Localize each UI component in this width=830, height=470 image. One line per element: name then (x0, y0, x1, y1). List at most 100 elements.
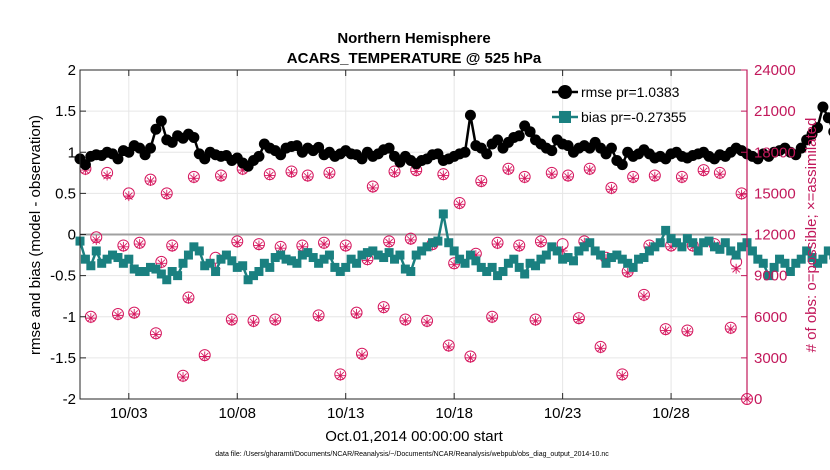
obs-assimilated-star (530, 315, 541, 326)
bias-point (737, 242, 747, 252)
chart-title: Northern Hemisphere (337, 30, 490, 47)
bias-point (639, 253, 649, 263)
obs-assimilated-star (134, 239, 145, 250)
obs-assimilated-star (367, 182, 378, 193)
obs-assimilated-marker (118, 241, 129, 252)
obs-assimilated-marker (649, 171, 660, 182)
obs-assimilated-star (714, 169, 725, 180)
bias-point (460, 258, 470, 268)
y-tick-label: -2 (63, 391, 76, 408)
obs-assimilated-marker (85, 313, 96, 324)
bias-point (482, 267, 492, 277)
obs-assimilated-marker (112, 310, 123, 321)
rmse-point (616, 159, 628, 171)
obs-assimilated-marker (356, 350, 367, 361)
bias-point (384, 248, 394, 258)
obs-assimilated-marker (519, 173, 530, 184)
bias-point (276, 250, 286, 260)
y2-tick-label: 15000 (754, 185, 796, 202)
obs-assimilated-marker (324, 169, 335, 180)
bias-point (487, 262, 497, 272)
bias-point (390, 254, 400, 264)
obs-assimilated-marker (573, 314, 584, 325)
bias-point (189, 242, 199, 252)
rmse-point (253, 150, 265, 162)
bias-point (585, 238, 595, 248)
bias-point (216, 254, 226, 264)
obs-assimilated-marker (167, 241, 178, 252)
obs-assimilated-star (102, 170, 113, 181)
obs-assimilated-marker (199, 351, 210, 362)
obs-assimilated-star (112, 310, 123, 321)
bias-point (509, 254, 519, 264)
obs-assimilated-marker (275, 243, 286, 254)
obs-assimilated-star (384, 237, 395, 248)
obs-assimilated-marker (264, 170, 275, 181)
obs-assimilated-star (443, 341, 454, 352)
bias-point (471, 256, 481, 266)
obs-assimilated-star (215, 171, 226, 182)
obs-assimilated-star (400, 315, 411, 326)
obs-assimilated-star (736, 189, 747, 200)
bias-point (411, 250, 421, 260)
obs-assimilated-marker (297, 241, 308, 252)
bias-point (650, 242, 660, 252)
rmse-point (144, 142, 156, 154)
obs-assimilated-marker (248, 317, 259, 328)
obs-assimilated-star (91, 234, 102, 245)
obs-assimilated-marker (405, 234, 416, 245)
obs-assimilated-star (584, 165, 595, 176)
bias-point (628, 262, 638, 272)
bias-point (259, 258, 269, 268)
bias-point (802, 246, 812, 256)
obs-assimilated-star (606, 184, 617, 195)
bias-point (747, 246, 757, 256)
bias-point (769, 262, 779, 272)
x-tick-label: 10/08 (218, 405, 256, 422)
bias-point (807, 253, 817, 263)
bias-point (379, 253, 389, 263)
bias-point (319, 254, 329, 264)
obs-assimilated-star (335, 370, 346, 381)
obs-assimilated-marker (736, 189, 747, 200)
obs-assimilated-marker (422, 317, 433, 328)
obs-assimilated-star (519, 173, 530, 184)
obs-assimilated-star (178, 372, 189, 383)
y2-tick-label: 9000 (754, 268, 787, 285)
obs-assimilated-star (226, 315, 237, 326)
obs-assimilated-marker (535, 237, 546, 248)
bias-point (682, 234, 692, 244)
obs-assimilated-star (313, 311, 324, 322)
bias-point (775, 254, 785, 264)
obs-assimilated-marker (660, 325, 671, 336)
obs-assimilated-marker (145, 176, 156, 187)
legend-rmse-marker (558, 85, 572, 99)
bias-point (493, 271, 503, 281)
y2-tick-label: 0 (754, 391, 762, 408)
obs-assimilated-marker (123, 191, 134, 202)
bias-point (574, 246, 584, 256)
obs-assimilated-star (617, 370, 628, 381)
obs-assimilated-star (167, 241, 178, 252)
legend-rmse-label: rmse pr=1.0383 (581, 84, 680, 100)
obs-assimilated-star (563, 171, 574, 182)
obs-assimilated-marker (91, 234, 102, 245)
bias-point (108, 250, 118, 260)
bias-point (433, 236, 443, 246)
obs-assimilated-marker (362, 255, 373, 266)
obs-assimilated-marker (438, 170, 449, 181)
bias-point (167, 267, 177, 277)
obs-assimilated-marker (714, 169, 725, 180)
obs-assimilated-marker (628, 173, 639, 184)
bias-point (612, 250, 622, 260)
obs-assimilated-marker (731, 263, 742, 274)
obs-assimilated-star (351, 309, 362, 320)
y2-tick-label: 21000 (754, 103, 796, 120)
obs-assimilated-marker (215, 171, 226, 182)
bias-point (818, 254, 828, 264)
y-tick-label: -1.5 (50, 350, 76, 367)
bias-point (205, 258, 215, 268)
axis-ticks: 10/03 10/08 10/13 10/18 10/23 10/28 -2 -1.5 -1 -0… (50, 62, 796, 422)
obs-assimilated-marker (617, 370, 628, 381)
obs-assimilated-marker (378, 303, 389, 314)
